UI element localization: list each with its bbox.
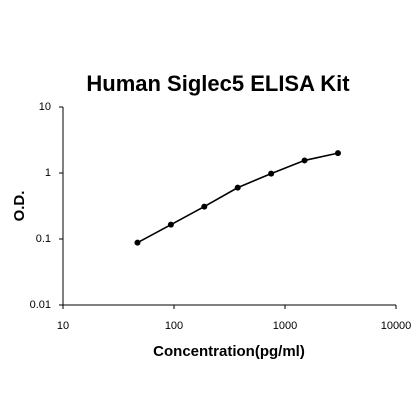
- x-tick-label: 100: [165, 320, 183, 332]
- data-point: [234, 184, 241, 191]
- x-axis-label: Concentration(pg/ml): [153, 343, 305, 360]
- data-point: [301, 157, 308, 164]
- chart-title: Human Siglec5 ELISA Kit: [86, 71, 350, 96]
- y-tick-label: 0.1: [36, 233, 51, 245]
- data-point: [334, 150, 341, 157]
- y-tick-label: 10: [39, 101, 51, 113]
- data-point: [268, 170, 275, 177]
- y-tick-label: 1: [45, 167, 51, 179]
- data-point: [201, 203, 208, 210]
- y-tick-label: 0.01: [30, 299, 51, 311]
- x-tick-label: 1000: [273, 320, 297, 332]
- x-tick-label: 10: [57, 320, 69, 332]
- x-tick-label: 10000: [381, 320, 412, 332]
- y-axis-label: O.D.: [11, 191, 28, 222]
- data-point: [134, 239, 141, 246]
- data-point: [167, 221, 174, 228]
